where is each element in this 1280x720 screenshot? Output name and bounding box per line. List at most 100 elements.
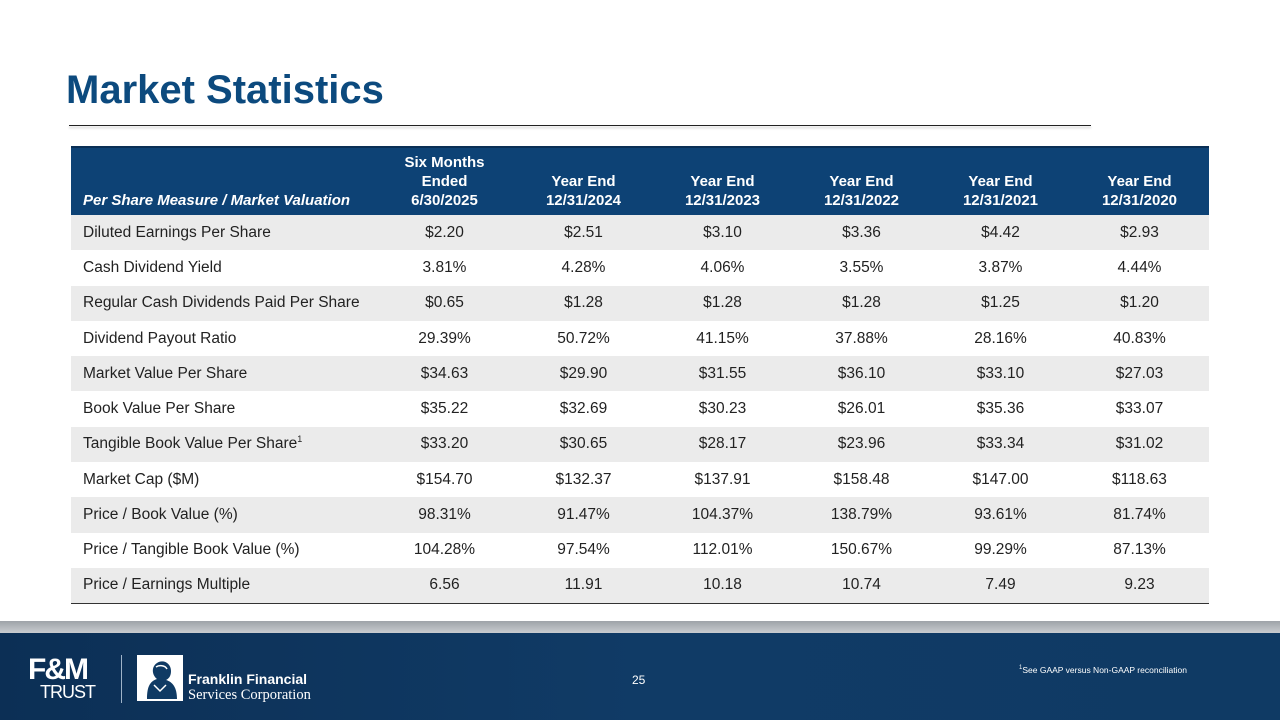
table-cell: $2.20 <box>425 223 464 241</box>
row-label: Tangible Book Value Per Share1 <box>71 427 375 462</box>
franklin-name-line1: Franklin Financial <box>188 671 308 687</box>
table-header-row: Per Share Measure / Market Valuation Six… <box>71 146 1209 215</box>
row-label: Book Value Per Share <box>71 391 375 426</box>
fm-trust-logo: F&M TRUST <box>28 655 110 703</box>
row-label-text: Tangible Book Value Per Share <box>83 435 298 453</box>
table-cell: $3.36 <box>842 223 881 241</box>
row-label: Price / Tangible Book Value (%) <box>71 533 375 568</box>
fm-logo-top: F&M <box>28 653 89 686</box>
table-cell: 7.49 <box>931 567 1070 604</box>
table-cell: 9.23 <box>1070 567 1209 604</box>
table-cell: 28.16% <box>974 329 1027 347</box>
table-cell: $29.90 <box>559 364 608 382</box>
column-header-line3: 12/31/2023 <box>684 192 761 209</box>
table-cell: $27.03 <box>1115 364 1164 382</box>
column-header-line3: 12/31/2020 <box>1101 192 1178 209</box>
row-label-text: Price / Book Value (%) <box>83 506 238 524</box>
footer: F&M TRUST Franklin Financial Services Co… <box>0 633 1280 720</box>
fm-logo-bottom: TRUST <box>40 682 96 702</box>
column-header: Year End 12/31/2022 <box>792 146 931 215</box>
column-header-line2: Year End <box>829 173 894 190</box>
column-header: Year End 12/31/2024 <box>514 146 653 215</box>
table-cell: $33.07 <box>1115 400 1164 418</box>
table-cell: $158.48 <box>833 470 890 488</box>
table-cell: 104.37% <box>691 506 754 524</box>
table-cell: 4.28% <box>561 258 606 276</box>
table-cell: $23.96 <box>837 435 886 453</box>
table-cell: 3.55% <box>839 258 884 276</box>
franklin-name-line2: Services Corporation <box>188 687 311 703</box>
table-cell: 104.28% <box>413 541 476 559</box>
column-header: Year End 12/31/2023 <box>653 146 792 215</box>
footnote-text: See GAAP versus Non-GAAP reconciliation <box>1022 665 1187 675</box>
franklin-financial-name: Franklin Financial Services Corporation <box>188 671 311 703</box>
table-cell: 4.44% <box>1117 258 1162 276</box>
table-row: Price / Book Value (%) 98.31% 91.47% 104.37… <box>71 497 1209 533</box>
column-header-line3: 6/30/2025 <box>411 192 478 209</box>
table-cell: $28.17 <box>698 435 747 453</box>
table-cell: 91.47% <box>557 506 610 524</box>
table-cell: 93.61% <box>974 506 1027 524</box>
table-cell: $30.23 <box>698 400 747 418</box>
table-cell: 4.06% <box>700 258 745 276</box>
table-cell: $35.22 <box>420 400 469 418</box>
table-row: Cash Dividend Yield 3.81% 4.28% 4.06% 3.55% 3… <box>71 250 1209 286</box>
logo-divider <box>121 655 122 703</box>
table-row: Dividend Payout Ratio 29.39% 50.72% 41.15% 3… <box>71 320 1209 357</box>
row-label: Market Value Per Share <box>71 356 375 391</box>
row-label: Price / Book Value (%) <box>71 497 375 532</box>
table-cell: $33.34 <box>976 435 1025 453</box>
table-cell: $2.93 <box>1120 223 1159 241</box>
market-statistics-table: Per Share Measure / Market Valuation Six… <box>71 146 1209 604</box>
footnote-reference: 1 <box>297 434 303 445</box>
row-label-text: Price / Earnings Multiple <box>83 576 251 594</box>
table-cell: $34.63 <box>420 364 469 382</box>
row-label-text: Dividend Payout Ratio <box>83 329 237 347</box>
table-cell: 150.67% <box>830 541 893 559</box>
page-number: 25 <box>632 673 646 687</box>
table-cell: 81.74% <box>1113 506 1166 524</box>
footnote: 1See GAAP versus Non-GAAP reconciliation <box>1019 665 1187 675</box>
table-cell: 87.13% <box>1113 541 1166 559</box>
table-cell: 50.72% <box>557 329 610 347</box>
table-cell: 29.39% <box>418 329 471 347</box>
table-cell: 6.56 <box>375 567 514 604</box>
table-row: Market Cap ($M) $154.70 $132.37 $137.91 $158… <box>71 462 1209 498</box>
column-header: Year End 12/31/2020 <box>1070 146 1209 215</box>
table-cell: $132.37 <box>555 470 612 488</box>
table-cell: $2.51 <box>564 223 603 241</box>
table-cell: $26.01 <box>837 400 886 418</box>
row-label-text: Market Value Per Share <box>83 364 248 382</box>
table-cell: 41.15% <box>696 329 749 347</box>
table-cell: $1.20 <box>1120 294 1159 312</box>
column-header-line2: Year End <box>968 173 1033 190</box>
row-label: Market Cap ($M) <box>71 462 375 497</box>
column-header-line2: Year End <box>690 173 755 190</box>
table-cell: $1.25 <box>981 294 1020 312</box>
column-header-line3: 12/31/2022 <box>823 192 900 209</box>
row-label-text: Book Value Per Share <box>83 400 236 418</box>
table-row: Regular Cash Dividends Paid Per Share $0.… <box>71 285 1209 321</box>
table-cell: $4.42 <box>981 223 1020 241</box>
column-header-line2: Year End <box>1107 173 1172 190</box>
table-cell: $32.69 <box>559 400 608 418</box>
table-cell: $118.63 <box>1112 470 1167 488</box>
table-cell: 11.91 <box>514 567 653 604</box>
column-header: Six Months Ended 6/30/2025 <box>375 146 514 215</box>
row-label-text: Diluted Earnings Per Share <box>83 223 271 241</box>
table-cell: 99.29% <box>974 541 1027 559</box>
row-label-text: Regular Cash Dividends Paid Per Share <box>83 294 360 312</box>
row-label-text: Price / Tangible Book Value (%) <box>83 541 300 559</box>
row-label: Cash Dividend Yield <box>71 250 375 285</box>
table-cell: 98.31% <box>418 506 471 524</box>
row-label-text: Cash Dividend Yield <box>83 258 222 276</box>
row-label: Dividend Payout Ratio <box>71 321 375 356</box>
measure-column-header: Per Share Measure / Market Valuation <box>71 146 375 215</box>
table-cell: $33.10 <box>976 364 1025 382</box>
row-label: Regular Cash Dividends Paid Per Share <box>71 286 375 321</box>
table-cell: 97.54% <box>557 541 610 559</box>
table-row: Price / Earnings Multiple 6.56 11.91 10.18 1… <box>71 567 1209 604</box>
table-row: Tangible Book Value Per Share1 $33.20 $30.… <box>71 426 1209 463</box>
table-cell: $1.28 <box>703 294 742 312</box>
row-label: Price / Earnings Multiple <box>71 567 375 604</box>
